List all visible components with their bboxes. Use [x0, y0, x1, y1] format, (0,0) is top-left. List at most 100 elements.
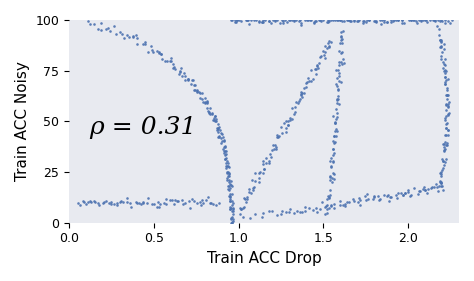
- Point: [241, 197, 249, 201]
- Point: [336, 41, 343, 46]
- Point: [332, 127, 340, 131]
- Point: [442, 142, 449, 147]
- Point: [221, 149, 229, 153]
- Point: [356, 197, 364, 202]
- Point: [226, 198, 233, 203]
- Point: [444, 77, 451, 81]
- Point: [386, 194, 393, 199]
- Point: [332, 106, 339, 111]
- Point: [259, 18, 266, 22]
- Point: [227, 196, 234, 201]
- Point: [226, 194, 233, 198]
- Point: [337, 34, 345, 38]
- Point: [155, 204, 163, 209]
- Point: [220, 151, 228, 155]
- Point: [228, 184, 236, 188]
- Point: [330, 201, 337, 206]
- Point: [303, 18, 311, 22]
- Point: [313, 63, 321, 67]
- Point: [439, 158, 447, 163]
- Point: [279, 131, 286, 136]
- Point: [188, 197, 196, 202]
- Point: [110, 202, 118, 206]
- Point: [397, 191, 405, 196]
- Point: [265, 19, 273, 23]
- Point: [437, 180, 445, 185]
- Point: [166, 198, 173, 203]
- Point: [321, 205, 328, 209]
- Point: [328, 180, 335, 184]
- Point: [375, 198, 383, 203]
- Point: [286, 116, 294, 121]
- Point: [365, 18, 373, 22]
- Point: [302, 85, 310, 89]
- Point: [316, 55, 323, 60]
- Point: [336, 79, 343, 83]
- Point: [265, 159, 273, 164]
- Point: [315, 18, 323, 22]
- Point: [224, 164, 231, 169]
- Point: [304, 18, 312, 22]
- Point: [361, 19, 368, 24]
- Point: [296, 210, 304, 214]
- Point: [380, 20, 387, 24]
- Point: [442, 133, 449, 137]
- Point: [319, 200, 326, 204]
- Point: [86, 22, 94, 27]
- Point: [229, 212, 237, 217]
- Point: [437, 179, 444, 184]
- Point: [164, 58, 171, 63]
- Point: [423, 20, 430, 24]
- Point: [246, 216, 254, 220]
- Point: [372, 19, 380, 23]
- Point: [446, 21, 454, 25]
- Point: [444, 112, 452, 117]
- Point: [327, 203, 335, 207]
- Point: [133, 200, 141, 205]
- Point: [112, 32, 120, 37]
- Point: [224, 175, 231, 180]
- Point: [300, 90, 308, 95]
- Point: [438, 57, 445, 62]
- Point: [267, 21, 275, 26]
- Point: [217, 140, 225, 145]
- Point: [167, 55, 175, 60]
- Point: [205, 110, 212, 114]
- Point: [228, 215, 235, 220]
- Point: [330, 134, 338, 139]
- Point: [313, 209, 320, 214]
- Point: [438, 157, 446, 161]
- Point: [190, 82, 198, 87]
- Point: [132, 33, 140, 37]
- Point: [355, 18, 363, 22]
- Point: [335, 49, 343, 53]
- Point: [321, 44, 329, 49]
- Point: [434, 185, 441, 189]
- Point: [444, 97, 451, 101]
- Point: [211, 119, 219, 123]
- Point: [312, 206, 320, 211]
- Point: [392, 193, 400, 197]
- Point: [441, 75, 449, 80]
- Point: [248, 178, 255, 183]
- Point: [441, 118, 448, 123]
- Point: [228, 208, 236, 213]
- Point: [442, 114, 450, 118]
- Point: [354, 19, 362, 23]
- Point: [442, 93, 450, 98]
- Point: [221, 144, 228, 148]
- Point: [442, 82, 449, 87]
- Point: [229, 209, 237, 214]
- Point: [154, 200, 162, 204]
- Point: [196, 91, 203, 96]
- Point: [437, 171, 444, 175]
- Point: [313, 63, 321, 68]
- Point: [240, 196, 248, 200]
- Point: [229, 205, 237, 210]
- Point: [286, 18, 294, 22]
- Point: [186, 198, 193, 203]
- Point: [298, 210, 306, 214]
- Point: [443, 92, 450, 97]
- Point: [228, 221, 235, 225]
- Point: [141, 42, 149, 47]
